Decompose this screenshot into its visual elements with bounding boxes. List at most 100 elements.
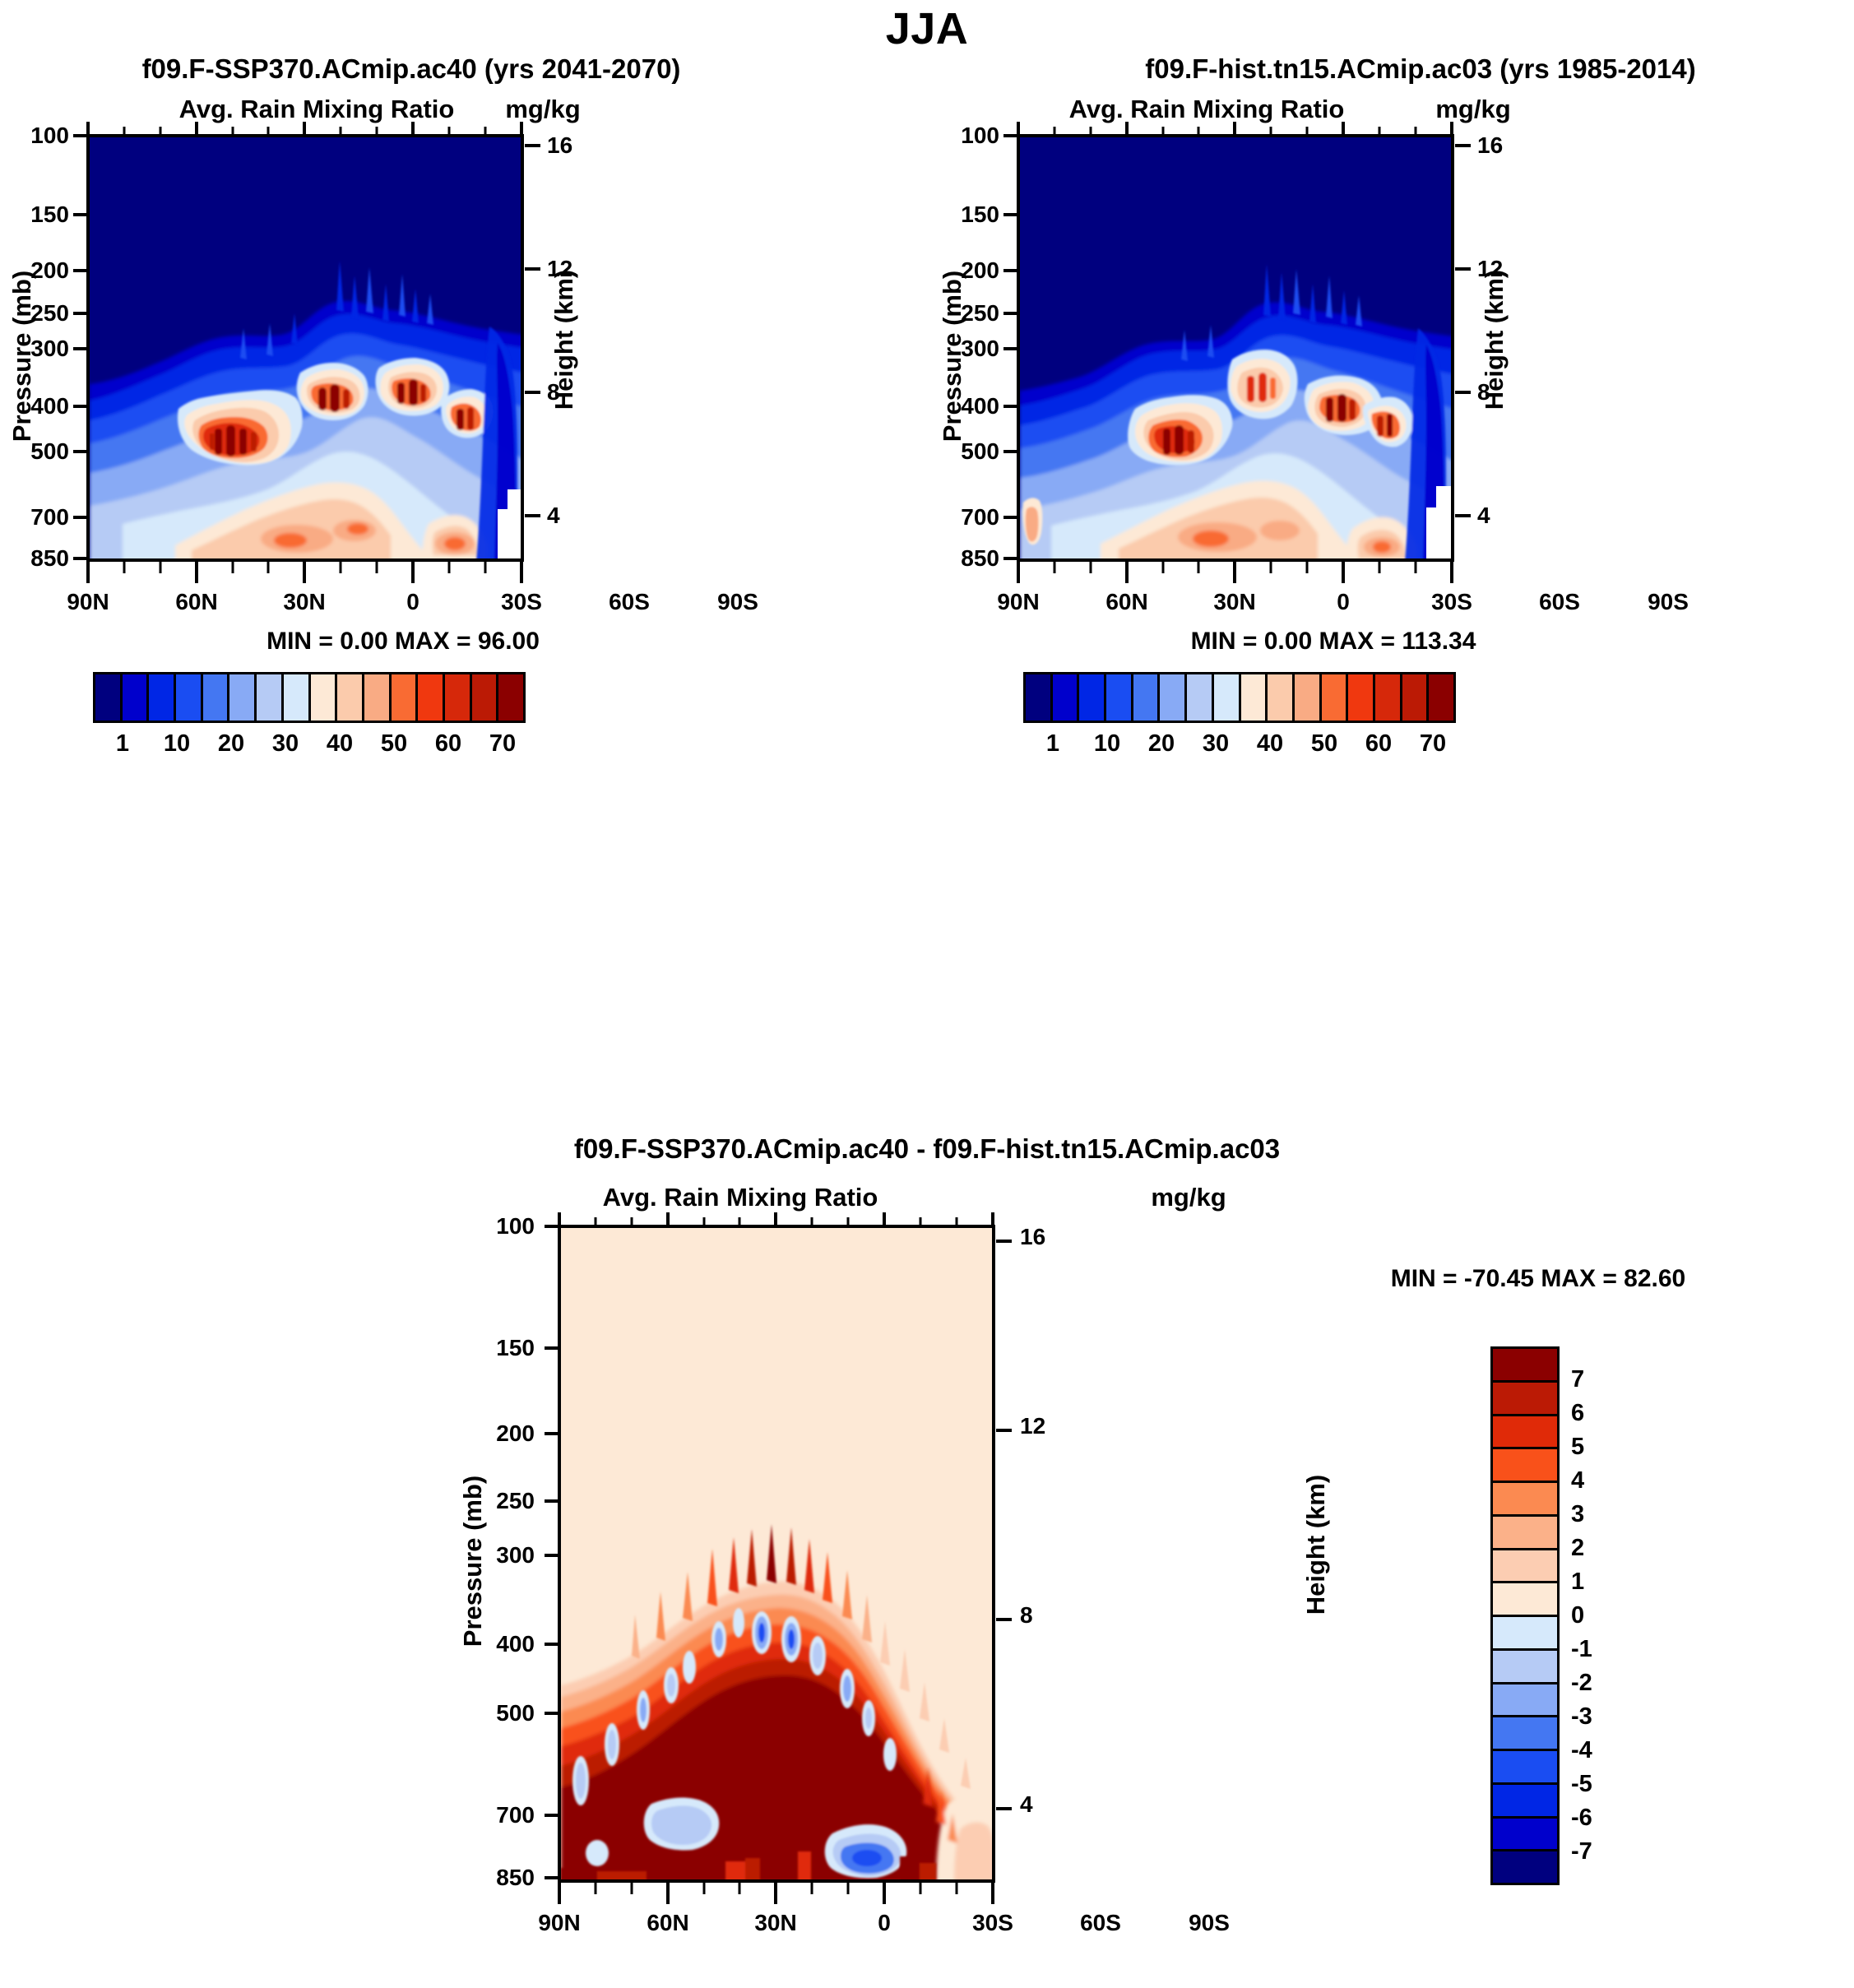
y2tick-r-4: 4 bbox=[1477, 503, 1490, 528]
cbv-cell-13 bbox=[1493, 1784, 1557, 1819]
ytick-100: 100 bbox=[30, 123, 69, 148]
panel-top-right: f09.F-hist.tn15.ACmip.ac03 (yrs 1985-201… bbox=[927, 49, 1854, 1119]
xtick-90N: 90N bbox=[67, 589, 109, 614]
cb-cell-11 bbox=[391, 674, 419, 721]
y2tick-4: 4 bbox=[547, 503, 560, 528]
ytick-r-100: 100 bbox=[961, 123, 999, 148]
cbv-cell-12 bbox=[1493, 1751, 1557, 1785]
cbvlab-1: 1 bbox=[1571, 1569, 1585, 1595]
panel-top-left-bottom-ticks bbox=[86, 562, 523, 583]
y2tick-r-16: 16 bbox=[1477, 132, 1504, 158]
panel-bottom-minmax: MIN = -70.45 MAX = 82.60 bbox=[1390, 1265, 1686, 1292]
xtick-d-60N: 60N bbox=[647, 1910, 689, 1935]
cbv-cell-8 bbox=[1493, 1617, 1557, 1651]
y2tick-r-12: 12 bbox=[1477, 256, 1504, 281]
cb-r-cell-15 bbox=[1429, 674, 1453, 721]
cblab-r-70: 70 bbox=[1419, 730, 1447, 757]
panel-top-right-units: mg/kg bbox=[1435, 95, 1511, 123]
cb-cell-13 bbox=[444, 674, 472, 721]
ytick-d-400: 400 bbox=[496, 1631, 535, 1657]
cbv-cell-3 bbox=[1493, 1449, 1557, 1483]
cb-cell-8 bbox=[310, 674, 338, 721]
panel-top-left-top-ticks bbox=[86, 122, 523, 135]
cblab-60: 60 bbox=[434, 730, 462, 757]
ytick-300: 300 bbox=[30, 336, 69, 361]
cbv-cell-10 bbox=[1493, 1684, 1557, 1718]
xtick-30N: 30N bbox=[283, 589, 326, 614]
xtick-30S: 30S bbox=[501, 589, 542, 614]
y2tick-r-8: 8 bbox=[1477, 379, 1490, 405]
ytick-150: 150 bbox=[30, 202, 69, 227]
ytick-700: 700 bbox=[30, 504, 69, 530]
cb-cell-4 bbox=[202, 674, 230, 721]
ytick-d-150: 150 bbox=[496, 1335, 535, 1360]
xtick-d-30S: 30S bbox=[972, 1910, 1013, 1935]
cb-cell-14 bbox=[471, 674, 499, 721]
cb-cell-7 bbox=[283, 674, 311, 721]
xtick-90S: 90S bbox=[717, 589, 758, 614]
panel-top-right-bottom-ticks bbox=[1017, 562, 1453, 583]
cblab-r-50: 50 bbox=[1310, 730, 1338, 757]
cb-r-cell-1 bbox=[1052, 674, 1080, 721]
cb-cell-2 bbox=[149, 674, 177, 721]
cbv-cell-2 bbox=[1493, 1416, 1557, 1450]
panel-bottom-units: mg/kg bbox=[1151, 1183, 1226, 1212]
panel-bottom-y2label: Height (km) bbox=[1301, 1474, 1330, 1615]
ytick-r-300: 300 bbox=[961, 336, 999, 361]
cb-r-cell-14 bbox=[1402, 674, 1430, 721]
cb-cell-5 bbox=[229, 674, 257, 721]
panel-bottom-colorbar bbox=[1490, 1346, 1560, 1885]
xtick-d-90N: 90N bbox=[538, 1910, 581, 1935]
cbvlab-0: 0 bbox=[1571, 1602, 1585, 1629]
cbvlab-7: 7 bbox=[1571, 1366, 1585, 1393]
xtick-60N: 60N bbox=[175, 589, 218, 614]
cbv-cell-14 bbox=[1493, 1818, 1557, 1852]
cblab-r-60: 60 bbox=[1365, 730, 1393, 757]
cb-r-cell-2 bbox=[1079, 674, 1107, 721]
panel-bottom-diff: f09.F-SSP370.ACmip.ac40 - f09.F-hist.tn1… bbox=[0, 1127, 1854, 1988]
xtick-r-0: 0 bbox=[1337, 589, 1350, 614]
cblab-r-20: 20 bbox=[1147, 730, 1175, 757]
cb-cell-0 bbox=[95, 674, 123, 721]
cbvlab-neg3: -3 bbox=[1571, 1703, 1592, 1730]
cbvlab-neg4: -4 bbox=[1571, 1737, 1592, 1763]
cbv-cell-9 bbox=[1493, 1650, 1557, 1684]
cbvlab-neg1: -1 bbox=[1571, 1636, 1592, 1662]
y2tick-d-4: 4 bbox=[1020, 1791, 1033, 1817]
panel-top-right-colorbar bbox=[1023, 672, 1456, 723]
panel-top-left-minmax: MIN = 0.00 MAX = 96.00 bbox=[267, 628, 540, 655]
cbvlab-6: 6 bbox=[1571, 1400, 1585, 1426]
cb-r-cell-13 bbox=[1374, 674, 1402, 721]
xtick-60S: 60S bbox=[609, 589, 650, 614]
cblab-1: 1 bbox=[115, 730, 130, 757]
ytick-d-200: 200 bbox=[496, 1420, 535, 1446]
cb-r-cell-7 bbox=[1213, 674, 1241, 721]
cb-r-cell-9 bbox=[1268, 674, 1295, 721]
panel-top-right-minmax: MIN = 0.00 MAX = 113.34 bbox=[1190, 628, 1476, 655]
cb-cell-15 bbox=[498, 674, 523, 721]
xtick-r-60S: 60S bbox=[1539, 589, 1580, 614]
xtick-r-90N: 90N bbox=[997, 589, 1040, 614]
cbvlab-neg2: -2 bbox=[1571, 1670, 1592, 1696]
xtick-d-90S: 90S bbox=[1189, 1910, 1230, 1935]
cblab-r-1: 1 bbox=[1045, 730, 1060, 757]
ytick-r-400: 400 bbox=[961, 393, 999, 419]
ytick-d-100: 100 bbox=[496, 1213, 535, 1239]
cbv-cell-15 bbox=[1493, 1851, 1557, 1883]
cb-cell-6 bbox=[257, 674, 284, 721]
cb-r-cell-6 bbox=[1187, 674, 1214, 721]
ytick-250: 250 bbox=[30, 300, 69, 326]
cblab-30: 30 bbox=[271, 730, 299, 757]
cblab-r-30: 30 bbox=[1202, 730, 1230, 757]
cblab-70: 70 bbox=[489, 730, 517, 757]
panel-bottom-var-label: Avg. Rain Mixing Ratio bbox=[602, 1183, 878, 1212]
xtick-r-90S: 90S bbox=[1648, 589, 1689, 614]
panel-bottom-title: f09.F-SSP370.ACmip.ac40 - f09.F-hist.tn1… bbox=[573, 1133, 1281, 1164]
cb-cell-9 bbox=[337, 674, 364, 721]
xtick-0: 0 bbox=[406, 589, 419, 614]
y2tick-d-12: 12 bbox=[1020, 1413, 1046, 1439]
ytick-r-200: 200 bbox=[961, 257, 999, 283]
cb-r-cell-8 bbox=[1240, 674, 1268, 721]
ytick-d-300: 300 bbox=[496, 1542, 535, 1568]
y2tick-d-16: 16 bbox=[1020, 1224, 1046, 1249]
